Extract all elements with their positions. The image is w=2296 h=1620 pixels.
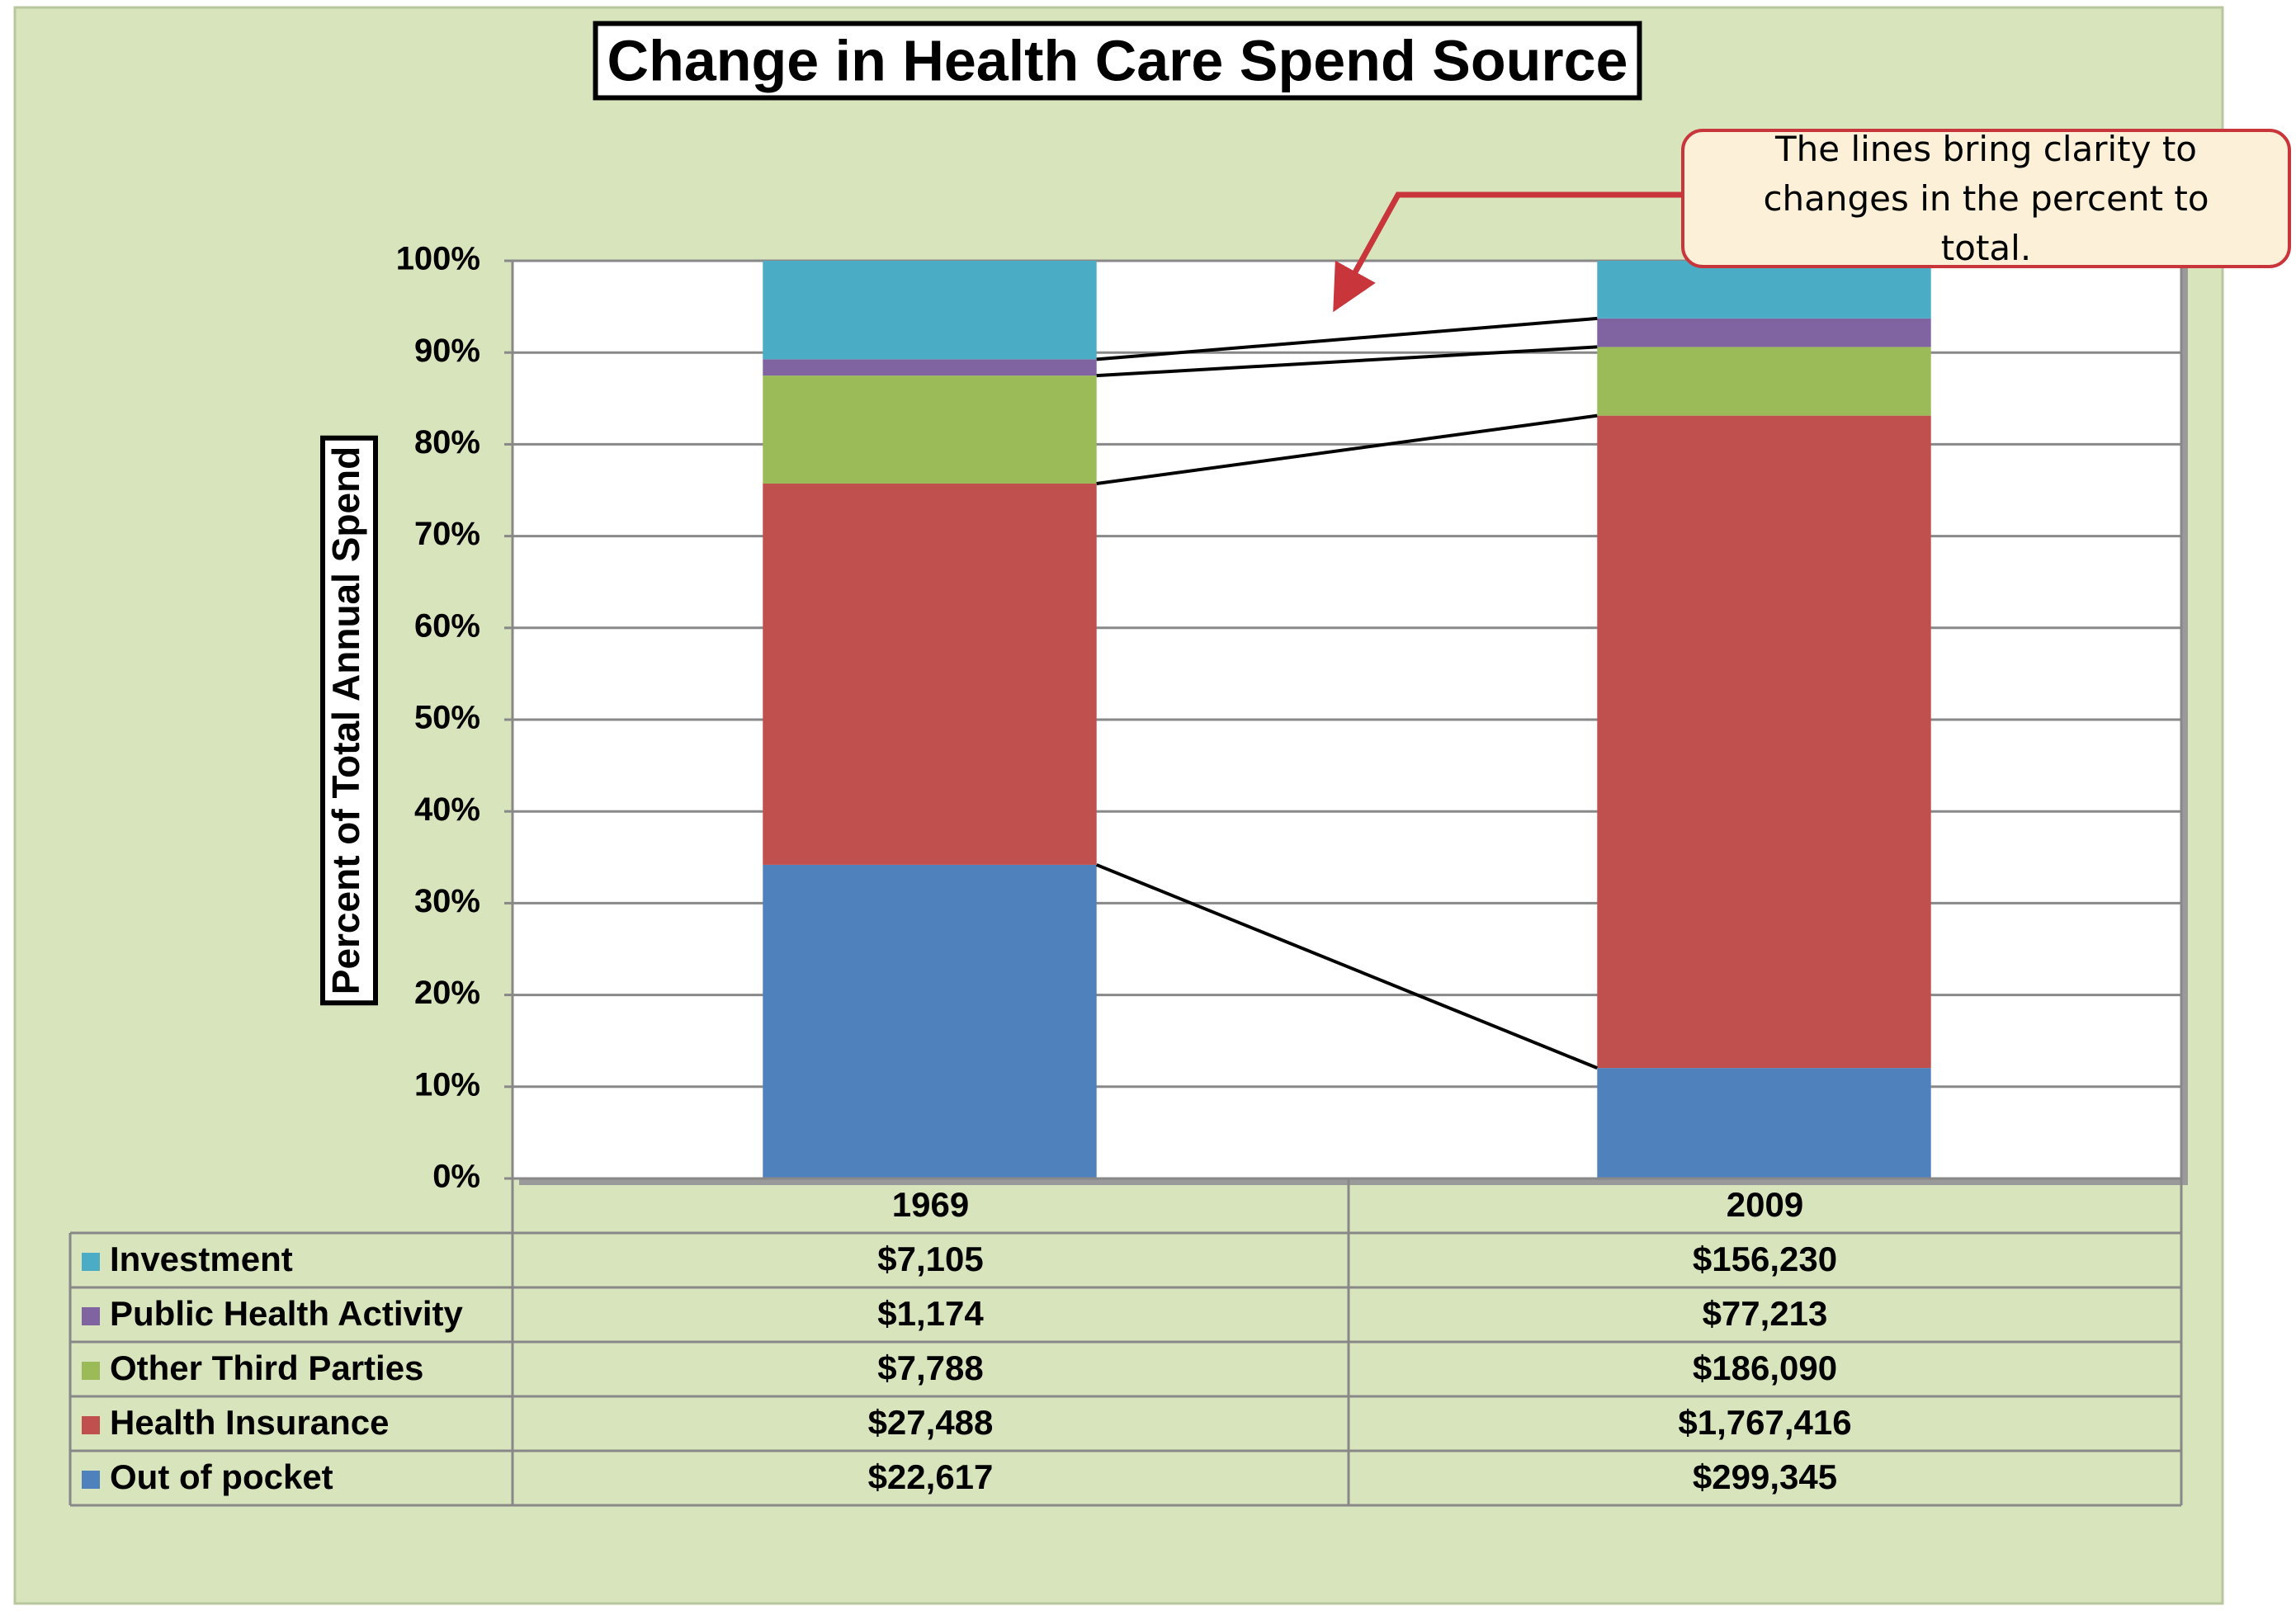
connector-line: [1096, 413, 1598, 485]
y-tick-label: 90%: [414, 333, 480, 369]
chart-title: Change in Health Care Spend Source: [607, 28, 1628, 92]
legend-label: Out of pocket: [110, 1457, 333, 1496]
table-value: $7,105: [877, 1240, 983, 1278]
connector-line: [1095, 863, 1599, 1070]
table-value: $1,767,416: [1678, 1403, 1851, 1442]
table-value: $186,090: [1693, 1348, 1837, 1387]
table-value: $7,788: [877, 1348, 983, 1387]
y-tick-label: 30%: [414, 883, 480, 919]
y-tick-label: 20%: [414, 975, 480, 1011]
y-tick-label: 10%: [414, 1066, 480, 1103]
table-value: $22,617: [868, 1457, 994, 1496]
y-tick-label: 100%: [396, 241, 480, 277]
table-value: $156,230: [1693, 1240, 1837, 1278]
legend-swatch: [82, 1307, 100, 1325]
bar-segment: [1597, 415, 1931, 1069]
y-tick-label: 40%: [414, 791, 480, 828]
bar-segment: [1597, 347, 1931, 416]
y-axis-label: Percent of Total Annual Spend: [324, 446, 367, 994]
callout-arrow: [1333, 191, 1681, 313]
legend-swatch: [82, 1416, 100, 1434]
y-tick-label: 0%: [432, 1159, 480, 1195]
y-label-box: [320, 435, 378, 1006]
bar-segment: [763, 864, 1097, 1178]
bar-segment: [763, 359, 1097, 376]
table-value: $77,213: [1703, 1294, 1828, 1333]
bar-segment: [1597, 318, 1931, 347]
table-value: $1,174: [877, 1294, 984, 1333]
legend-label: Investment: [110, 1240, 293, 1278]
annotation: The lines bring clarity to changes in th…: [1681, 129, 2291, 268]
x-tick-label: 2009: [1727, 1185, 1803, 1224]
bar-segment: [763, 484, 1097, 865]
bar-segment: [1597, 261, 1931, 319]
y-tick-label: 50%: [414, 700, 480, 736]
legend-label: Health Insurance: [110, 1403, 389, 1442]
connector-line: [1096, 316, 1598, 361]
legend-swatch: [82, 1253, 100, 1271]
legend-label: Other Third Parties: [110, 1348, 423, 1387]
x-tick-label: 1969: [892, 1185, 969, 1224]
y-tick-label: 70%: [414, 516, 480, 552]
legend-label: Public Health Activity: [110, 1294, 464, 1333]
bar-segment: [1597, 1068, 1931, 1178]
legend-swatch: [82, 1362, 100, 1380]
bar-segment: [763, 375, 1097, 484]
table-value: $27,488: [868, 1403, 994, 1442]
table-value: $299,345: [1693, 1457, 1837, 1496]
title-box: [593, 21, 1642, 101]
bar-segment: [763, 261, 1097, 360]
y-tick-label: 60%: [414, 607, 480, 644]
connector-line: [1096, 345, 1598, 378]
legend-swatch: [82, 1471, 100, 1489]
y-tick-label: 80%: [414, 424, 480, 460]
